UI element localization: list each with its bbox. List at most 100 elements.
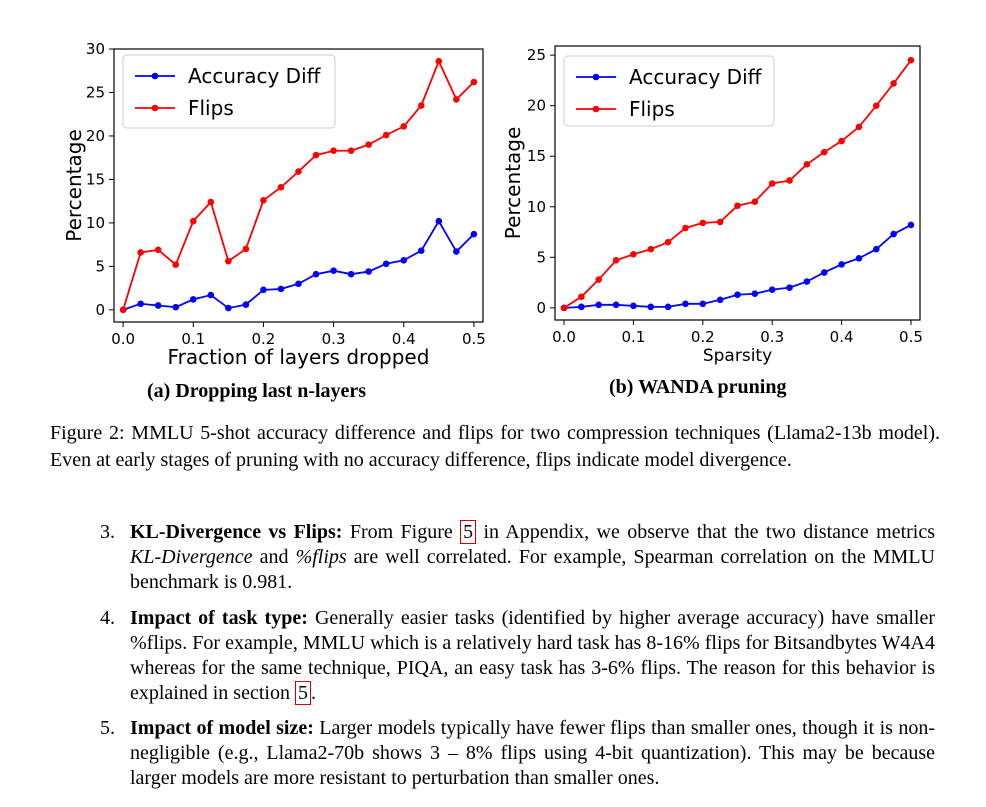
data-point-accuracy-diff [664, 303, 672, 311]
data-point-accuracy-diff [838, 261, 845, 268]
legend-label-flips: Flips [629, 97, 675, 121]
data-point-accuracy-diff [417, 247, 425, 255]
item-title: Impact of model size: [130, 717, 314, 739]
data-point-flips [682, 224, 689, 232]
data-point-accuracy-diff [365, 268, 372, 275]
data-point-flips [277, 183, 285, 191]
item-title: KL-Divergence vs Flips: [130, 521, 343, 543]
x-tick-label: 0.5 [462, 330, 486, 348]
x-tick-label: 0.1 [181, 330, 205, 348]
data-point-accuracy-diff [435, 217, 443, 225]
list-item-task-type: 4. Impact of task type: Generally easier… [90, 606, 935, 706]
legend-marker-flips [592, 105, 600, 113]
data-point-flips [803, 160, 811, 168]
x-tick-label: 0.1 [621, 328, 645, 346]
y-tick-label: 0 [536, 299, 546, 317]
y-tick-label: 25 [86, 83, 105, 101]
data-point-accuracy-diff [647, 303, 655, 311]
chart-wanda-pruning: 0.0 0.1 0.2 0.3 0.4 0.5 0 5 10 15 20 25 Sparsity Perc… [501, 45, 923, 366]
y-tick-label: 30 [86, 40, 105, 58]
data-point-accuracy-diff [242, 301, 250, 308]
data-point-flips [189, 217, 197, 225]
data-point-accuracy-diff [347, 270, 355, 278]
data-point-accuracy-diff [295, 280, 302, 288]
data-point-flips [751, 198, 759, 206]
y-tick-label: 15 [86, 170, 105, 188]
x-axis-label: Sparsity [703, 346, 772, 366]
data-point-flips [647, 245, 655, 253]
data-point-flips [612, 257, 620, 264]
data-point-flips [453, 96, 460, 103]
data-point-accuracy-diff [768, 286, 776, 293]
data-point-flips [768, 180, 776, 187]
plot-frame [554, 45, 921, 321]
data-point-flips [630, 250, 637, 258]
list-item-body: KL-Divergence vs Flips: From Figure 5 in… [130, 520, 935, 593]
y-tick-label: 10 [86, 214, 105, 232]
data-point-flips [595, 276, 603, 283]
x-tick-label: 0.5 [899, 328, 923, 346]
legend-marker-accuracy-diff [151, 72, 159, 80]
list-number: 4. [100, 607, 115, 629]
data-point-accuracy-diff [803, 278, 811, 285]
data-point-flips [907, 56, 915, 64]
data-point-flips [137, 249, 144, 256]
y-tick-label: 10 [527, 198, 546, 216]
data-point-accuracy-diff [716, 296, 724, 304]
data-point-flips [838, 137, 845, 145]
chart-dropping-layers: 0.0 0.1 0.2 0.3 0.4 0.5 0 5 10 15 20 25 30 Fraction o… [62, 40, 486, 369]
legend-label-accuracy-diff: Accuracy Diff [629, 65, 763, 89]
list-number: 5. [100, 717, 115, 739]
data-point-flips [347, 147, 355, 155]
data-point-flips [312, 151, 320, 159]
data-point-accuracy-diff [137, 300, 144, 308]
y-tick-label: 0 [95, 301, 105, 319]
y-axis-label: Percentage [501, 127, 525, 240]
data-point-accuracy-diff [154, 302, 162, 309]
y-tick-label: 5 [95, 257, 105, 275]
list-item-body: Impact of task type: Generally easier ta… [130, 607, 935, 705]
data-point-accuracy-diff [595, 301, 603, 309]
data-point-flips [872, 102, 880, 109]
x-tick-label: 0.4 [830, 328, 854, 346]
x-tick-label: 0.4 [392, 330, 416, 348]
list-item-body: Impact of model size: Larger models typi… [130, 717, 935, 789]
x-tick-label: 0.0 [552, 328, 576, 346]
data-point-flips [172, 261, 180, 268]
data-point-flips [225, 257, 232, 265]
x-tick-label: 0.3 [322, 330, 346, 348]
data-point-accuracy-diff [453, 248, 460, 255]
data-point-flips [734, 202, 741, 210]
data-point-flips [260, 196, 267, 204]
data-point-accuracy-diff [630, 302, 637, 310]
data-point-flips [699, 219, 707, 227]
data-point-flips [154, 246, 162, 254]
data-point-accuracy-diff [751, 290, 759, 298]
y-tick-label: 15 [527, 147, 546, 165]
list-item-model-size: 5. Impact of model size: Larger models t… [90, 716, 935, 791]
data-point-flips [855, 123, 863, 131]
data-point-accuracy-diff [890, 230, 897, 238]
figure-caption: Figure 2: MMLU 5-shot accuracy differenc… [50, 422, 940, 471]
data-point-flips [400, 123, 408, 130]
data-point-flips [365, 141, 372, 148]
data-point-accuracy-diff [699, 300, 707, 308]
section-ref-link[interactable]: 5 [294, 681, 311, 705]
plot-frame [113, 48, 484, 323]
data-point-accuracy-diff [612, 301, 620, 309]
y-tick-label: 5 [536, 248, 546, 266]
figure-2: 0.0 0.1 0.2 0.3 0.4 0.5 0 5 10 15 20 25 30 Fraction o… [62, 40, 923, 369]
y-axis-label: Percentage [62, 129, 86, 242]
data-point-flips [470, 78, 478, 86]
x-axis-label: Fraction of layers dropped [168, 345, 430, 369]
data-point-flips [820, 148, 828, 156]
data-point-accuracy-diff [277, 285, 285, 293]
data-point-accuracy-diff [260, 286, 267, 294]
figure-ref-link[interactable]: 5 [460, 520, 477, 544]
y-tick-label: 25 [527, 46, 546, 64]
data-point-accuracy-diff [907, 221, 915, 229]
x-tick-label: 0.2 [251, 330, 275, 348]
legend-marker-flips [151, 104, 159, 112]
x-tick-label: 0.0 [111, 330, 135, 348]
data-point-accuracy-diff [189, 296, 197, 303]
